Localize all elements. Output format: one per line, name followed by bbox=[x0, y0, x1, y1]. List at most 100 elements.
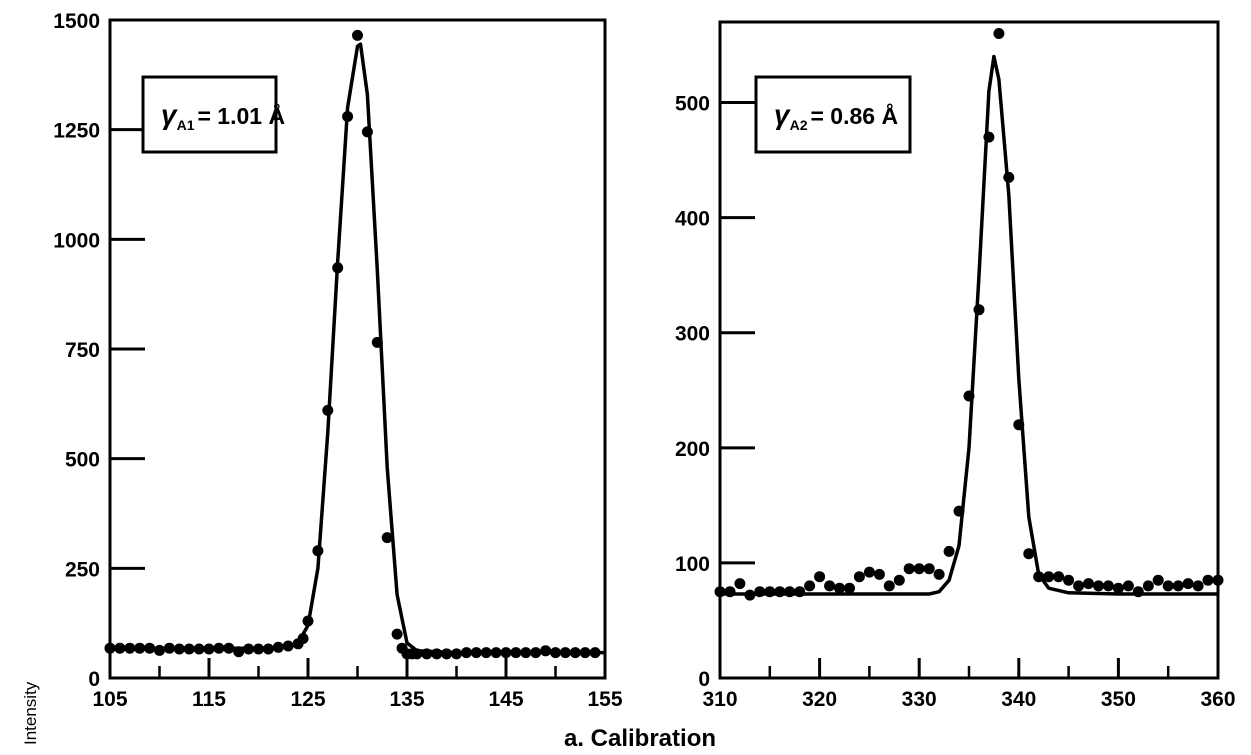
data-point bbox=[1053, 571, 1065, 583]
data-point bbox=[480, 647, 492, 659]
x-tick-label: 310 bbox=[702, 688, 737, 711]
data-point bbox=[794, 586, 806, 598]
data-point bbox=[1212, 574, 1224, 586]
data-point bbox=[352, 29, 363, 41]
data-point bbox=[470, 647, 482, 659]
data-point bbox=[754, 586, 766, 598]
data-point bbox=[540, 645, 552, 657]
data-point bbox=[530, 647, 542, 659]
x-tick-label: 145 bbox=[488, 688, 523, 711]
x-tick-label: 105 bbox=[92, 688, 127, 711]
data-point bbox=[863, 566, 875, 578]
data-point bbox=[893, 574, 905, 586]
data-point bbox=[1073, 580, 1085, 592]
x-tick-label: 320 bbox=[802, 688, 837, 711]
data-point bbox=[774, 586, 786, 598]
data-point bbox=[853, 571, 865, 583]
data-point bbox=[569, 647, 581, 659]
data-point bbox=[421, 648, 433, 660]
data-point bbox=[203, 643, 215, 655]
data-point bbox=[1182, 578, 1194, 590]
y-tick-label: 0 bbox=[698, 668, 710, 691]
data-point bbox=[1112, 582, 1124, 594]
data-point bbox=[579, 647, 591, 659]
data-point bbox=[114, 642, 126, 654]
data-point bbox=[1083, 578, 1094, 590]
data-point bbox=[814, 571, 826, 583]
y-tick-label: 750 bbox=[65, 339, 100, 362]
data-point bbox=[1093, 580, 1104, 592]
data-point bbox=[844, 582, 855, 594]
data-point bbox=[953, 505, 965, 517]
data-point bbox=[923, 563, 935, 575]
data-point bbox=[154, 644, 165, 656]
data-point bbox=[1102, 580, 1114, 592]
panel-calibration-a1: 105 115 125 135 145 155 0 250 500 750 1000 1250 1500… bbox=[53, 10, 623, 711]
figure-caption: a. Calibration bbox=[564, 725, 716, 752]
x-tick-label: 135 bbox=[389, 688, 424, 711]
data-point bbox=[451, 648, 462, 660]
data-point bbox=[243, 643, 255, 655]
data-point bbox=[332, 262, 344, 274]
data-point bbox=[282, 640, 294, 652]
annotation-box bbox=[141, 75, 278, 154]
data-point bbox=[559, 647, 571, 659]
data-point bbox=[272, 641, 284, 653]
data-point bbox=[302, 615, 314, 627]
x-tick-label: 330 bbox=[902, 688, 937, 711]
data-point bbox=[1132, 586, 1144, 598]
data-point bbox=[1192, 580, 1204, 592]
annotation-box bbox=[754, 75, 912, 154]
data-point bbox=[253, 643, 264, 655]
data-point bbox=[824, 580, 836, 592]
data-point bbox=[913, 563, 925, 575]
data-point bbox=[441, 648, 453, 660]
data-point bbox=[1122, 580, 1134, 592]
panel-calibration-a2: 310 320 330 340 350 360 0 100 200 300 400 500 γA2 = 0… bbox=[675, 20, 1236, 711]
data-point bbox=[213, 642, 225, 654]
x-tick-label: 125 bbox=[290, 688, 325, 711]
data-point bbox=[724, 586, 736, 598]
data-point bbox=[371, 336, 383, 348]
data-point bbox=[431, 648, 443, 660]
data-point bbox=[520, 647, 532, 659]
data-point bbox=[193, 643, 205, 655]
data-point bbox=[1162, 580, 1174, 592]
data-point bbox=[233, 646, 245, 658]
data-point bbox=[714, 586, 726, 598]
data-point bbox=[1023, 548, 1035, 560]
data-point bbox=[1013, 419, 1025, 431]
data-point bbox=[163, 642, 175, 654]
y-tick-label: 100 bbox=[675, 553, 710, 576]
data-point bbox=[510, 647, 522, 659]
data-point bbox=[933, 568, 945, 580]
data-point bbox=[312, 545, 324, 557]
data-point bbox=[361, 126, 373, 138]
fit-curve bbox=[720, 54, 1218, 596]
y-tick-label: 1250 bbox=[53, 120, 100, 143]
data-point bbox=[1043, 571, 1055, 583]
y-tick-label: 250 bbox=[65, 558, 100, 581]
data-point bbox=[784, 586, 796, 598]
data-point bbox=[322, 404, 334, 416]
data-point bbox=[490, 647, 502, 659]
data-point bbox=[342, 111, 354, 122]
data-point bbox=[764, 586, 776, 598]
x-tick-label: 360 bbox=[1200, 688, 1235, 711]
data-point bbox=[943, 545, 955, 557]
data-point bbox=[124, 642, 136, 654]
annotation-label: γA1 = 1.01 Å bbox=[161, 99, 285, 133]
annotation-label: γA2 = 0.86 Å bbox=[774, 99, 898, 133]
data-point bbox=[1152, 574, 1164, 586]
data-point bbox=[411, 648, 423, 660]
y-axis-label: Intensity bbox=[21, 681, 40, 745]
x-tick-label: 155 bbox=[587, 688, 622, 711]
data-point bbox=[223, 642, 235, 654]
y-tick-label: 1500 bbox=[53, 10, 100, 33]
data-point bbox=[993, 28, 1005, 39]
data-point bbox=[144, 642, 156, 654]
x-tick-label: 350 bbox=[1101, 688, 1136, 711]
y-tick-label: 500 bbox=[675, 93, 710, 116]
data-point bbox=[1202, 574, 1214, 586]
data-point bbox=[391, 628, 403, 640]
